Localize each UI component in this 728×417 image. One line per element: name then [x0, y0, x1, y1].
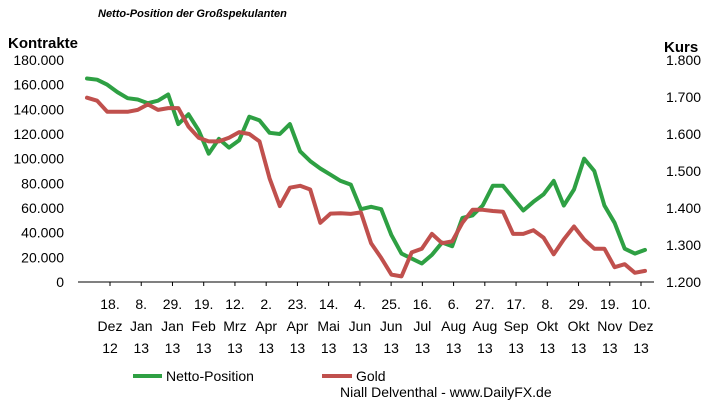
- series-line-netto-position: [85, 76, 647, 266]
- x-tick-label: Mai: [317, 318, 340, 334]
- x-tick-label: 13: [446, 340, 462, 356]
- x-tick-label: 13: [133, 340, 149, 356]
- x-tick-label: 13: [602, 340, 618, 356]
- x-tick-label: Apr: [255, 318, 277, 334]
- x-tick-label: Jun: [380, 318, 403, 334]
- x-tick-label: 13: [633, 340, 649, 356]
- x-tick-label: 13: [415, 340, 431, 356]
- x-tick-label: 27.: [475, 296, 494, 312]
- y-left-tick-label: 100.000: [13, 151, 64, 167]
- x-tick-label: 13: [227, 340, 243, 356]
- legend-label-gold: Gold: [356, 368, 386, 384]
- y-right-axis-label: Kurs: [664, 39, 698, 56]
- y-left-tick-label: 80.000: [21, 175, 64, 191]
- x-axis: 18. Dez 12 8. Jan 13 29. Jan 13 19. Feb 13 12. Mrz 13 2…: [98, 282, 654, 356]
- x-tick-label: 2.: [260, 296, 272, 312]
- x-tick-label: Dez: [629, 318, 654, 334]
- y-left-tick-label: 120.000: [13, 126, 64, 142]
- x-tick-label: Jun: [349, 318, 372, 334]
- x-tick-label: 29.: [569, 296, 588, 312]
- x-tick-label: 25.: [381, 296, 400, 312]
- x-tick-label: 18.: [100, 296, 119, 312]
- x-tick-label: Aug: [472, 318, 497, 334]
- x-tick-label: 12: [102, 340, 118, 356]
- legend: Netto-Position Gold: [133, 368, 386, 384]
- x-tick-label: 13: [508, 340, 524, 356]
- x-tick-label: Apr: [287, 318, 309, 334]
- series-layer: [85, 76, 647, 279]
- y-left-tick-label: 0: [56, 274, 64, 290]
- y-right-tick-label: 1.500: [666, 163, 701, 179]
- x-tick-label: 13: [290, 340, 306, 356]
- x-tick-label: Sep: [504, 318, 529, 334]
- x-tick-label: 13: [196, 340, 212, 356]
- x-tick-label: 13: [571, 340, 587, 356]
- x-tick-label: 17.: [506, 296, 525, 312]
- x-tick-label: 13: [258, 340, 274, 356]
- legend-label-netto-position: Netto-Position: [166, 368, 254, 384]
- y-right-tick-label: 1.200: [666, 274, 701, 290]
- x-tick-label: Feb: [192, 318, 216, 334]
- y-left-tick-label: 180.000: [13, 52, 64, 68]
- x-tick-label: 13: [477, 340, 493, 356]
- x-tick-label: 13: [321, 340, 337, 356]
- x-tick-label: Mrz: [223, 318, 246, 334]
- x-tick-label: 29.: [163, 296, 182, 312]
- x-tick-label: Nov: [597, 318, 622, 334]
- y-right-axis: 1.200 1.300 1.400 1.500 1.600 1.700 1.800: [666, 52, 701, 290]
- y-left-tick-label: 140.000: [13, 101, 64, 117]
- x-tick-label: 13: [165, 340, 181, 356]
- x-tick-label: 13: [383, 340, 399, 356]
- credit-text: Niall Delventhal - www.DailyFX.de: [340, 384, 552, 400]
- x-tick-label: 13: [540, 340, 556, 356]
- y-left-axis-label: Kontrakte: [8, 35, 78, 52]
- y-right-tick-label: 1.800: [666, 52, 701, 68]
- x-tick-label: 23.: [288, 296, 307, 312]
- x-tick-label: 4.: [354, 296, 366, 312]
- x-tick-label: 19.: [600, 296, 619, 312]
- series-line-gold: [85, 95, 647, 279]
- x-tick-label: Dez: [98, 318, 123, 334]
- x-tick-label: 12.: [225, 296, 244, 312]
- x-tick-label: Okt: [568, 318, 590, 334]
- x-tick-label: 13: [352, 340, 368, 356]
- x-tick-label: Jul: [413, 318, 431, 334]
- y-left-tick-label: 40.000: [21, 225, 64, 241]
- x-tick-label: 8.: [135, 296, 147, 312]
- y-left-tick-label: 160.000: [13, 77, 64, 93]
- x-tick-label: 8.: [541, 296, 553, 312]
- y-left-axis: 0 20.000 40.000 60.000 80.000 100.000 120.000 1…: [13, 52, 64, 290]
- x-tick-label: 14.: [319, 296, 338, 312]
- x-tick-label: 16.: [413, 296, 432, 312]
- x-tick-label: Jan: [161, 318, 184, 334]
- y-right-tick-label: 1.300: [666, 237, 701, 253]
- y-right-tick-label: 1.600: [666, 126, 701, 142]
- x-tick-label: Jan: [130, 318, 153, 334]
- x-tick-label: 6.: [448, 296, 460, 312]
- y-left-tick-label: 20.000: [21, 249, 64, 265]
- y-left-tick-label: 60.000: [21, 200, 64, 216]
- y-right-tick-label: 1.400: [666, 200, 701, 216]
- x-tick-label: Aug: [441, 318, 466, 334]
- y-right-tick-label: 1.700: [666, 89, 701, 105]
- x-tick-label: 10.: [631, 296, 650, 312]
- chart-title: Netto-Position der Großspekulanten: [98, 8, 287, 20]
- x-tick-label: 19.: [194, 296, 213, 312]
- x-tick-label: Okt: [536, 318, 558, 334]
